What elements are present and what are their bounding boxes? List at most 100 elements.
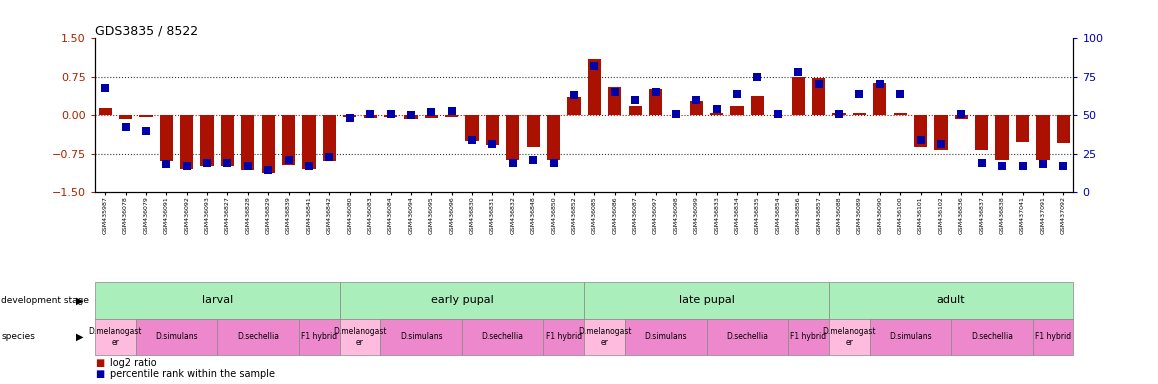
Point	[523, 157, 542, 163]
Point	[809, 81, 828, 88]
Bar	[648, 89, 662, 115]
Text: D.sechellia: D.sechellia	[726, 333, 768, 341]
Point	[381, 111, 400, 117]
Point	[748, 74, 767, 80]
Bar	[750, 96, 764, 115]
Point	[1013, 163, 1032, 169]
Text: D.simulans: D.simulans	[400, 333, 442, 341]
Text: F1 hybrid: F1 hybrid	[301, 333, 337, 341]
Bar	[364, 115, 376, 118]
Bar	[241, 115, 255, 170]
Point	[708, 106, 726, 112]
Bar	[792, 77, 805, 115]
Point	[1034, 161, 1053, 167]
Bar	[466, 115, 478, 141]
Point	[871, 81, 889, 88]
Bar	[731, 106, 743, 115]
Bar	[588, 59, 601, 115]
Bar	[221, 115, 234, 166]
Point	[585, 63, 603, 69]
Point	[137, 127, 155, 134]
Bar	[852, 113, 866, 115]
Text: development stage: development stage	[1, 296, 89, 305]
Bar	[404, 115, 418, 119]
Text: early pupal: early pupal	[431, 295, 493, 306]
Bar	[567, 97, 580, 115]
Text: log2 ratio: log2 ratio	[110, 358, 156, 368]
Text: adult: adult	[937, 295, 966, 306]
Bar	[894, 113, 907, 115]
Text: D.sechellia: D.sechellia	[970, 333, 1013, 341]
Point	[646, 89, 665, 95]
Point	[606, 89, 624, 95]
Point	[279, 157, 298, 163]
Point	[504, 160, 522, 166]
Bar	[527, 115, 540, 147]
Point	[198, 160, 217, 166]
Text: F1 hybrid: F1 hybrid	[545, 333, 581, 341]
Bar	[608, 87, 622, 115]
Bar	[384, 115, 397, 117]
Point	[239, 163, 257, 169]
Text: D.simulans: D.simulans	[155, 333, 198, 341]
Point	[300, 163, 318, 169]
Text: late pupal: late pupal	[679, 295, 734, 306]
Text: ■: ■	[95, 358, 104, 368]
Bar	[1056, 115, 1070, 143]
Point	[361, 111, 380, 117]
Point	[116, 124, 134, 131]
Bar	[262, 115, 274, 172]
Text: D.melanogast
er: D.melanogast er	[334, 327, 387, 347]
Text: ▶: ▶	[76, 295, 83, 306]
Point	[544, 160, 563, 166]
Bar	[343, 115, 357, 117]
Bar	[1036, 115, 1049, 160]
Point	[728, 91, 747, 97]
Bar	[506, 115, 520, 160]
Bar	[690, 101, 703, 115]
Bar	[1016, 115, 1029, 142]
Bar	[547, 115, 560, 160]
Bar	[486, 115, 499, 145]
Point	[891, 91, 909, 97]
Point	[422, 109, 440, 115]
Bar	[629, 106, 642, 115]
Text: larval: larval	[201, 295, 233, 306]
Bar	[954, 115, 968, 119]
Bar	[914, 115, 928, 147]
Bar	[710, 113, 724, 115]
Point	[932, 141, 951, 147]
Bar	[200, 115, 214, 166]
Text: ■: ■	[95, 369, 104, 379]
Bar	[873, 83, 886, 115]
Point	[687, 97, 705, 103]
Point	[973, 160, 991, 166]
Point	[463, 137, 482, 143]
Point	[483, 141, 501, 147]
Bar	[139, 115, 153, 117]
Point	[830, 111, 849, 117]
Bar	[445, 115, 459, 117]
Text: D.sechellia: D.sechellia	[482, 333, 523, 341]
Text: F1 hybrid: F1 hybrid	[791, 333, 827, 341]
Point	[96, 84, 115, 91]
Bar	[812, 78, 826, 115]
Point	[218, 160, 236, 166]
Point	[1054, 163, 1072, 169]
Point	[259, 167, 278, 174]
Bar	[323, 115, 336, 161]
Text: ▶: ▶	[76, 332, 83, 342]
Point	[157, 161, 176, 167]
Text: species: species	[1, 333, 35, 341]
Point	[769, 111, 787, 117]
Bar	[425, 115, 438, 118]
Text: D.melanogast
er: D.melanogast er	[578, 327, 631, 347]
Point	[442, 108, 461, 114]
Point	[626, 97, 645, 103]
Bar	[996, 115, 1009, 160]
Bar	[302, 115, 316, 169]
Point	[992, 163, 1011, 169]
Point	[911, 137, 930, 143]
Bar	[98, 108, 112, 115]
Text: GDS3835 / 8522: GDS3835 / 8522	[95, 24, 198, 37]
